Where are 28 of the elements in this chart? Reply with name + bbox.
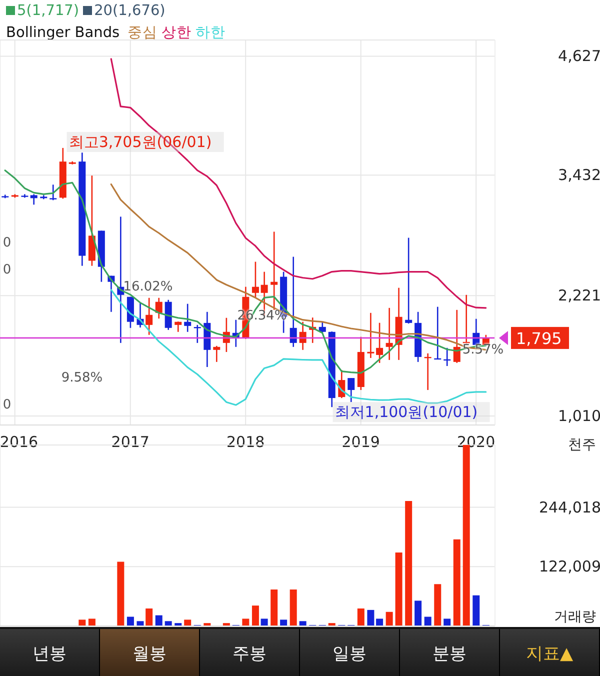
text: 년봉	[0, 629, 100, 676]
annotation: 16.02%	[123, 280, 173, 294]
y-tick-label: 1,010	[558, 407, 600, 426]
legend-title: Bollinger Bands	[6, 25, 120, 41]
text: 거래량	[554, 608, 596, 626]
annotation: 0	[2, 398, 12, 412]
y-tick-label: 2,221	[558, 286, 600, 305]
text: 월봉	[100, 629, 200, 676]
legend-label: 20(1,676)	[93, 3, 166, 19]
y-tick-label: 244,018	[538, 498, 600, 516]
annotation: 0	[2, 236, 12, 250]
text: 일봉	[300, 629, 400, 676]
text: 분봉	[400, 629, 500, 676]
y-tick-label: 3,432	[558, 166, 600, 184]
text: 상한	[162, 25, 192, 41]
y-tick-label: 122,009	[538, 558, 600, 576]
annotation: 0	[2, 262, 12, 278]
annotation: 최저1,100원(10/01)	[334, 403, 478, 422]
legend-label: 5(1,717)	[16, 3, 80, 19]
text: 중심	[128, 25, 158, 41]
annotation: 9.58%	[61, 370, 103, 386]
annotation: 5.57%	[462, 342, 504, 358]
y-tick-label: 4,627	[558, 47, 600, 66]
y-axis-title: 천주	[568, 436, 596, 454]
text: 주봉	[200, 629, 300, 676]
text: 지표▲	[500, 629, 600, 676]
text: 하한	[196, 25, 226, 41]
ref-line-label: 1,795	[516, 328, 562, 348]
